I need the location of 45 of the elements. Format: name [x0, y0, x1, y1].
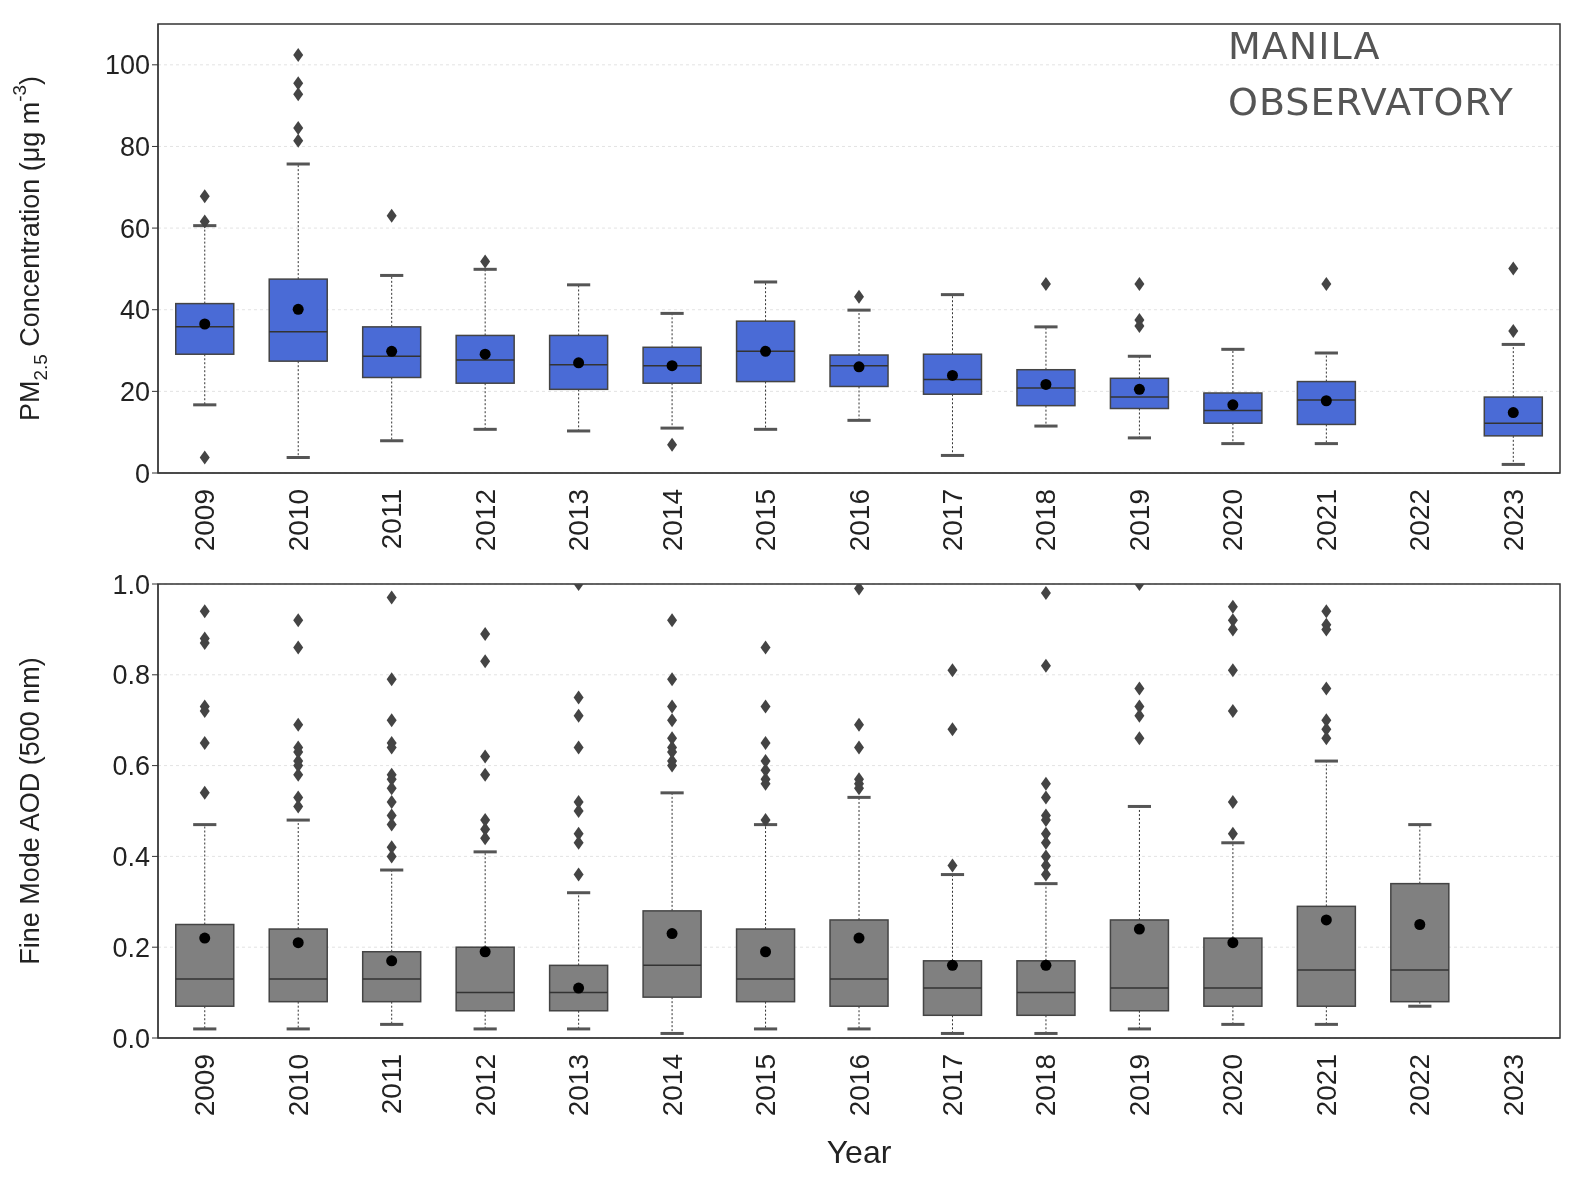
- x-tick-label: 2017: [936, 1054, 968, 1117]
- x-tick-label: 2012: [469, 489, 501, 552]
- x-tick-label: 2009: [189, 1054, 221, 1117]
- x-tick-label: 2014: [656, 489, 688, 552]
- x-tick-label: 2011: [376, 1054, 408, 1115]
- x-tick-label: 2010: [282, 1054, 314, 1117]
- x-tick-label: 2019: [1123, 1054, 1155, 1117]
- x-tick-label: 2020: [1217, 489, 1249, 552]
- y-tick-label: 0.0: [112, 1023, 150, 1054]
- x-tick-label: 2021: [1310, 489, 1342, 552]
- x-tick-label: 2017: [936, 489, 968, 552]
- x-tick-label: 2014: [656, 1054, 688, 1117]
- x-tick-label: 2011: [376, 489, 408, 550]
- x-tick-label: 2019: [1123, 489, 1155, 552]
- annotation: MANILA OBSERVATORY: [1228, 23, 1515, 126]
- y-tick-label: 1.0: [112, 569, 150, 600]
- y-tick-label: 0.8: [112, 660, 150, 691]
- x-tick-label: 2015: [750, 1054, 782, 1117]
- y-tick-label: 0.6: [112, 751, 150, 782]
- x-tick-label: 2018: [1030, 1054, 1062, 1117]
- y-tick-label: 0: [134, 458, 150, 489]
- x-axis-title: Year: [826, 1134, 892, 1170]
- x-tick-label: 2015: [750, 489, 782, 552]
- x-tick-label: 2012: [469, 1054, 501, 1117]
- y-tick-label: 60: [119, 213, 150, 244]
- x-tick-label: 2022: [1404, 489, 1436, 552]
- x-tick-label: 2013: [563, 489, 595, 552]
- x-tick-label: 2013: [563, 1054, 595, 1117]
- y-axis-title: Fine Mode AOD (500 nm): [15, 657, 45, 965]
- x-tick-label: 2010: [282, 489, 314, 552]
- x-tick-label: 2009: [189, 489, 221, 552]
- y-tick-label: 20: [119, 376, 150, 407]
- x-tick-label: 2016: [843, 489, 875, 552]
- y-tick-label: 40: [119, 295, 150, 326]
- y-tick-label: 0.4: [112, 841, 150, 872]
- y-tick-label: 100: [104, 50, 150, 81]
- x-tick-label: 2018: [1030, 489, 1062, 552]
- x-tick-label: 2016: [843, 1054, 875, 1117]
- x-tick-label: 2022: [1404, 1054, 1436, 1117]
- x-tick-label: 2020: [1217, 1054, 1249, 1117]
- x-tick-label: 2023: [1497, 489, 1529, 552]
- y-tick-label: 80: [119, 132, 150, 163]
- x-tick-label: 2021: [1310, 1054, 1342, 1117]
- y-tick-label: 0.2: [112, 932, 150, 963]
- x-tick-label: 2023: [1497, 1054, 1529, 1117]
